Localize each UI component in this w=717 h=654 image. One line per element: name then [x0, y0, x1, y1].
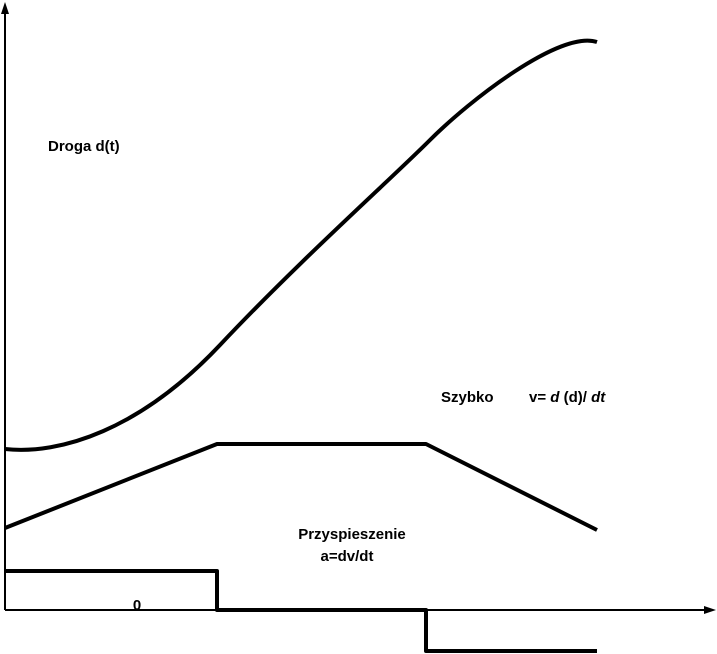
acceleration-curve [5, 569, 597, 653]
speed-formula-d: d [550, 389, 560, 406]
speed-label: Szybko v= d (d)/ dt [441, 389, 606, 406]
y-axis-arrow [1, 2, 9, 14]
distance-curve [4, 38, 598, 452]
acceleration-formula: a=dv/dt [321, 548, 374, 565]
speed-formula-mid: (d)/ [564, 389, 588, 406]
speed-formula-lead: v= [529, 389, 550, 406]
speed-curve [4, 442, 598, 532]
x-axis-arrow [704, 606, 716, 614]
speed-formula-dt: dt [591, 389, 606, 406]
distance-label: Droga d(t) [48, 138, 120, 155]
acceleration-label: Przyspieszenie [298, 526, 406, 543]
zero-label: 0 [133, 597, 141, 614]
speed-word: Szybko [441, 389, 494, 406]
